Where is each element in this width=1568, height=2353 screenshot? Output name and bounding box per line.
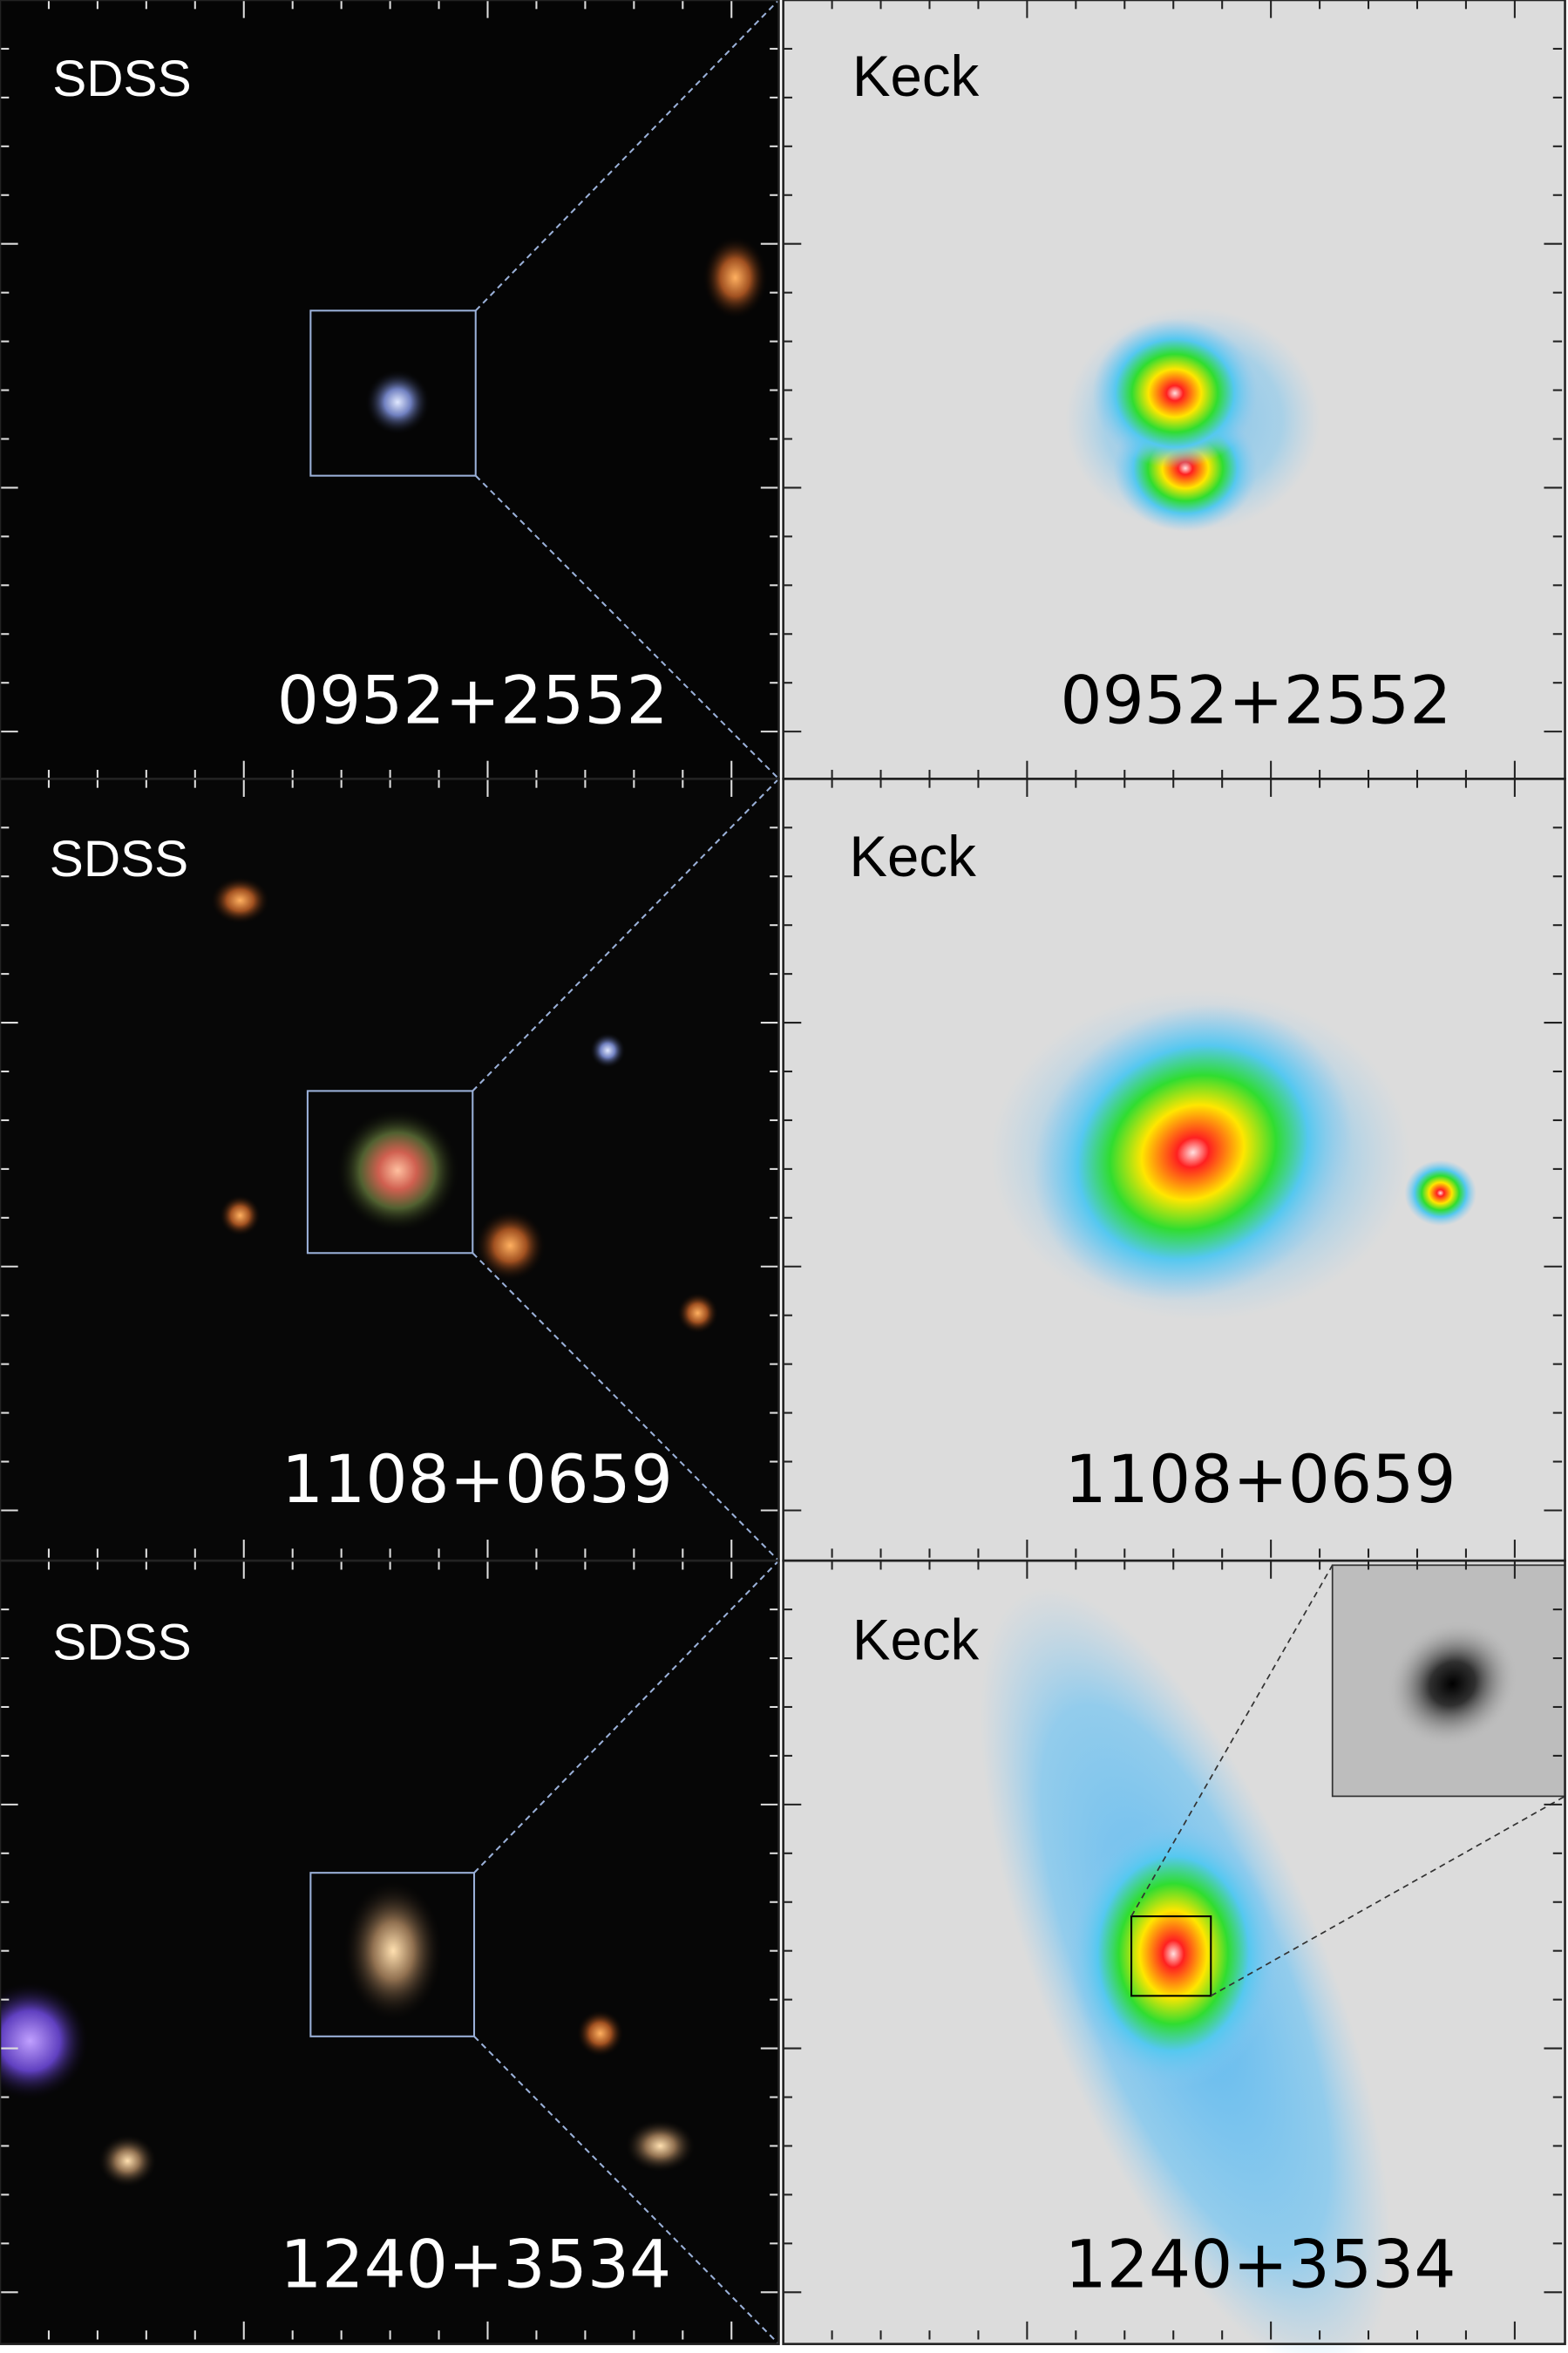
object-name: 1108+0659 [1065, 1441, 1456, 1518]
sdss-label: SDSS [52, 1615, 191, 1671]
sdss-label: SDSS [52, 51, 191, 107]
object-name: 1240+3534 [1065, 2226, 1456, 2302]
object-name: 0952+2552 [1060, 663, 1451, 739]
sdss-sources [0, 235, 769, 2188]
keck-label: Keck [852, 1608, 980, 1672]
keck-sources [980, 307, 1566, 2353]
object-name: 1240+3534 [280, 2226, 671, 2302]
sdss-label: SDSS [50, 831, 188, 887]
zoom-boxes [306, 0, 780, 2345]
keck-label: Keck [852, 44, 980, 108]
object-name: 1108+0659 [282, 1441, 673, 1518]
object-name: 0952+2552 [277, 663, 669, 739]
keck-label: Keck [849, 825, 976, 888]
